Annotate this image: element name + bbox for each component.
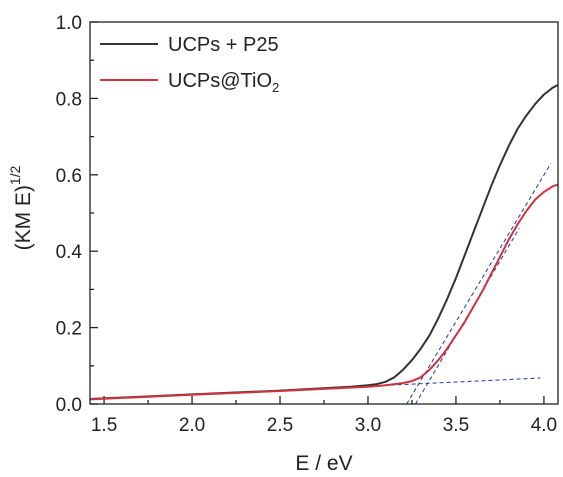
legend-label-ucps-tio2-sub: 2 — [272, 80, 279, 95]
y-axis-ticks: 0.0 0.2 0.4 0.6 0.8 1.0 — [56, 13, 98, 416]
series-layer — [89, 84, 559, 401]
y-tick-label: 1.0 — [56, 13, 82, 34]
series-line-1 — [89, 183, 559, 401]
x-tick-label: 3.5 — [443, 415, 469, 436]
legend-label-ucps-tio2-text: UCPs@TiO — [168, 70, 272, 92]
x-axis-title: E / eV — [295, 452, 352, 475]
legend-label-ucps-tio2: UCPs@TiO2 — [168, 70, 279, 95]
fit-line — [415, 228, 520, 405]
y-tick-label: 0.4 — [56, 242, 83, 263]
fit-line — [406, 163, 552, 405]
legend-label-ucps-p25: UCPs + P25 — [168, 34, 279, 56]
y-axis-title-sup: 1/2 — [7, 165, 23, 185]
x-tick-label: 4.0 — [531, 415, 557, 436]
legend: UCPs + P25 UCPs@TiO2 — [100, 34, 279, 95]
y-tick-label: 0.2 — [56, 319, 82, 340]
legend-label-ucps-p25-text: UCPs + P25 — [168, 34, 279, 56]
y-tick-label: 0.8 — [56, 89, 82, 110]
y-axis-title: (KM E)1/2 — [7, 165, 35, 250]
x-tick-label: 3.0 — [355, 415, 381, 436]
x-tick-label: 2.5 — [267, 415, 293, 436]
x-tick-label: 1.5 — [91, 415, 117, 436]
x-tick-label: 2.0 — [179, 415, 205, 436]
y-axis-title-base: (KM E) — [12, 185, 35, 250]
y-tick-label: 0.6 — [56, 166, 82, 187]
plot-frame — [89, 21, 559, 405]
y-tick-label: 0.0 — [56, 395, 82, 416]
series-line-0 — [89, 84, 559, 400]
x-axis-ticks: 1.5 2.0 2.5 3.0 3.5 4.0 — [91, 396, 557, 436]
